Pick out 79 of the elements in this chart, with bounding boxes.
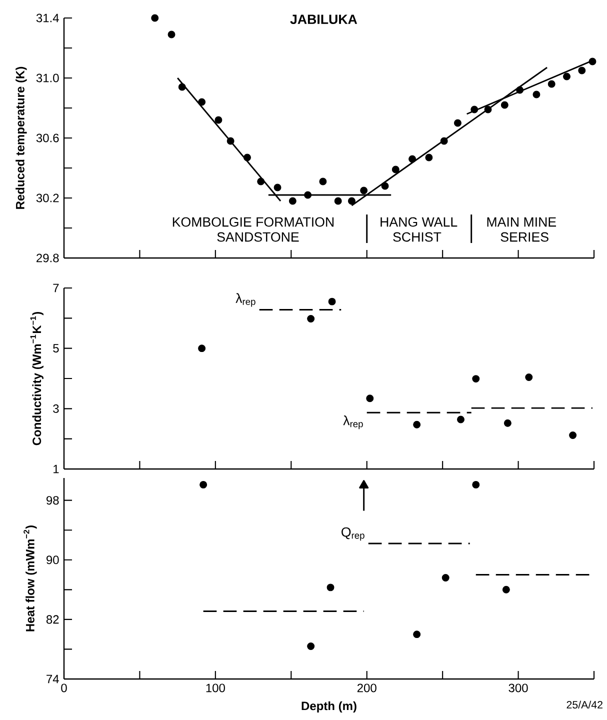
point xyxy=(307,315,315,322)
point xyxy=(578,66,586,74)
point xyxy=(413,420,421,428)
y-tick-label: 1 xyxy=(54,464,59,474)
point xyxy=(500,101,508,109)
point xyxy=(348,197,356,205)
y-axis-title: Conductivity (Wm$^{−1}$K$^{−1}$) xyxy=(30,312,44,446)
y-tick-label: 74 xyxy=(46,674,59,684)
point xyxy=(214,116,222,124)
y-axis-title: Heat flow (mWm$^{−2}$) xyxy=(24,526,37,632)
point xyxy=(328,298,336,306)
point xyxy=(408,155,416,163)
point xyxy=(326,584,334,592)
annotation: SANDSTONE xyxy=(217,232,299,242)
point xyxy=(304,191,312,199)
x-axis-title: Depth (m) xyxy=(302,701,356,713)
annotation: λ$_{rep}$ xyxy=(236,293,256,307)
point xyxy=(454,119,462,127)
x-tick-label: 0 xyxy=(61,684,67,692)
point xyxy=(392,166,400,174)
point xyxy=(472,480,480,488)
point xyxy=(200,480,208,488)
point xyxy=(563,72,570,80)
annotation: MAIN MINE xyxy=(487,217,556,227)
point xyxy=(442,574,450,582)
annotation: KOMBOLGIE FORMATION xyxy=(172,217,334,227)
annotation: SERIES xyxy=(500,232,548,242)
y-tick-label: 82 xyxy=(46,615,59,624)
point xyxy=(243,154,251,162)
x-tick-label: 100 xyxy=(206,684,225,692)
text: 25/A/42 xyxy=(566,700,602,709)
y-tick-label: 7 xyxy=(53,284,59,292)
y-tick-label: 30.6 xyxy=(36,134,59,142)
point xyxy=(532,90,540,98)
y-axis-title: Reduced temperature (K) xyxy=(16,66,27,209)
point xyxy=(470,106,478,114)
point xyxy=(257,178,265,186)
chart-title: JABILUKA xyxy=(290,14,358,24)
point xyxy=(504,419,512,427)
y-tick-label: 29.8 xyxy=(36,254,59,262)
point xyxy=(198,98,206,106)
y-tick-label: 31.0 xyxy=(36,74,59,82)
point xyxy=(151,14,159,22)
point xyxy=(440,137,448,145)
point xyxy=(525,374,533,382)
annotation: λ$_{rep}$ xyxy=(343,416,363,430)
point xyxy=(548,80,556,88)
point xyxy=(334,197,342,205)
annotation: Q$_{rep}$ xyxy=(342,527,364,541)
point xyxy=(366,394,374,402)
x-tick-label: 200 xyxy=(357,684,376,692)
point xyxy=(274,184,282,192)
point xyxy=(307,642,315,650)
x-tick-label: 300 xyxy=(508,684,528,692)
point xyxy=(516,86,524,94)
annotation: SCHIST xyxy=(393,232,442,242)
point xyxy=(457,416,464,424)
y-tick-label: 5 xyxy=(53,344,59,353)
point xyxy=(484,106,492,114)
point xyxy=(198,344,206,352)
y-tick-label: 30.2 xyxy=(36,194,59,202)
y-tick-label: 3 xyxy=(53,404,59,413)
point xyxy=(472,375,480,383)
point xyxy=(178,83,186,91)
y-tick-label: 31.4 xyxy=(36,14,59,22)
point xyxy=(168,30,176,38)
point xyxy=(288,197,296,205)
point xyxy=(381,182,389,190)
point xyxy=(569,431,577,439)
point xyxy=(360,186,368,194)
point xyxy=(588,58,596,66)
annotation: HANG WALL xyxy=(380,217,458,227)
point xyxy=(413,630,421,638)
point xyxy=(226,137,234,145)
point xyxy=(319,178,327,186)
point xyxy=(425,154,433,162)
y-tick-label: 98 xyxy=(46,496,59,505)
y-tick-label: 90 xyxy=(46,556,59,564)
point xyxy=(502,586,510,594)
